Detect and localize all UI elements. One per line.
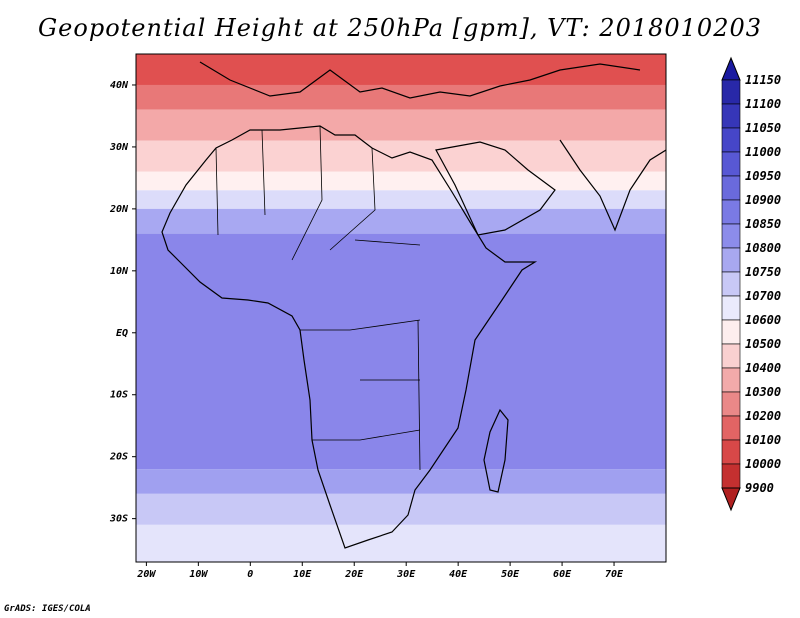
- field-band-5: [136, 190, 666, 209]
- field-band-0: [136, 54, 666, 85]
- madagascar-coastline: [483, 408, 509, 493]
- colorbar-swatch-3: [721, 151, 741, 177]
- colorbar-label-3: 11000: [745, 145, 781, 159]
- colorbar-label-15: 10100: [745, 433, 781, 447]
- field-band-3: [136, 140, 666, 172]
- colorbar-label-9: 10700: [745, 289, 781, 303]
- colorbar-swatch-11: [721, 343, 741, 369]
- colorbar-label-1: 11100: [745, 97, 781, 111]
- colorbar-swatch-9: [721, 295, 741, 321]
- colorbar-swatch-5: [721, 199, 741, 225]
- colorbar-label-6: 10850: [745, 217, 781, 231]
- europe-coastline: [199, 61, 641, 99]
- colorbar-swatch-14: [721, 415, 741, 441]
- colorbar-label-17: 9900: [745, 481, 774, 495]
- country-borders: [215, 125, 421, 471]
- y-tick-label-4: EQ: [116, 328, 128, 339]
- x-tick-label-0: 20W: [136, 569, 156, 580]
- colorbar-label-2: 11050: [745, 121, 781, 135]
- colorbar-swatch-7: [721, 247, 741, 273]
- colorbar-swatch-8: [721, 271, 741, 297]
- y-tick-label-3: 10N: [110, 266, 129, 277]
- africa-coastline: [161, 125, 538, 549]
- x-tick-label-2: 0: [247, 569, 253, 580]
- x-axis: 20W 10W 0 10E 20E 30E 40E 50E 60E 70E: [136, 562, 624, 580]
- colorbar-swatch-12: [721, 367, 741, 393]
- geopotential-field: [136, 54, 666, 562]
- y-tick-label-5: 10S: [110, 390, 128, 401]
- colorbar-swatch-4: [721, 175, 741, 201]
- x-tick-label-1: 10W: [189, 569, 208, 580]
- field-band-1: [136, 84, 666, 110]
- colorbar-swatch-1: [721, 103, 741, 129]
- x-tick-label-8: 60E: [553, 569, 572, 580]
- field-band-7: [136, 233, 666, 470]
- colorbar-label-13: 10300: [745, 385, 781, 399]
- field-band-2: [136, 109, 666, 141]
- colorbar-bottom-arrow: [721, 487, 741, 512]
- coastlines: [161, 61, 666, 549]
- y-tick-label-7: 30S: [109, 514, 128, 525]
- x-tick-label-9: 70E: [605, 569, 624, 580]
- x-tick-label-4: 20E: [344, 569, 364, 580]
- colorbar-swatch-10: [721, 319, 741, 345]
- colorbar-label-14: 10200: [745, 409, 781, 423]
- colorbar-label-7: 10800: [745, 241, 781, 255]
- x-tick-label-3: 10E: [293, 569, 312, 580]
- colorbar-label-10: 10600: [745, 313, 781, 327]
- field-band-10: [136, 524, 666, 562]
- y-tick-label-0: 40N: [110, 80, 129, 91]
- colorbar-label-8: 10750: [745, 265, 781, 279]
- colorbar-swatch-6: [721, 223, 741, 249]
- colorbar-swatch-0: [721, 79, 741, 105]
- plot-frame: [135, 53, 667, 563]
- colorbar-swatch-2: [721, 127, 741, 153]
- india-coastline: [559, 139, 666, 232]
- colorbar-top-arrow: [721, 56, 741, 81]
- colorbar-label-4: 10950: [745, 169, 781, 183]
- colorbar-label-0: 11150: [745, 73, 781, 87]
- x-tick-label-5: 30E: [396, 569, 416, 580]
- colorbar-swatch-16: [721, 463, 741, 489]
- y-tick-label-1: 30N: [109, 142, 129, 153]
- colorbar-label-5: 10900: [745, 193, 781, 207]
- colorbar-swatch-13: [721, 391, 741, 417]
- field-band-9: [136, 493, 666, 525]
- colorbar: 11150 11100 11050 11000 10950 10900 10850 10800…: [721, 56, 781, 512]
- colorbar-label-11: 10500: [745, 337, 781, 351]
- y-axis: 40N 30N 20N 10N EQ 10S 20S 30S: [109, 80, 136, 525]
- arabia-coastline: [435, 141, 556, 236]
- x-tick-label-6: 40E: [449, 569, 468, 580]
- colorbar-label-12: 10400: [745, 361, 781, 375]
- colorbar-label-16: 10000: [745, 457, 781, 471]
- x-tick-label-7: 50E: [501, 569, 520, 580]
- chart-title: Geopotential Height at 250hPa [gpm], VT:…: [38, 14, 762, 42]
- y-tick-label-2: 20N: [109, 204, 129, 215]
- y-tick-label-6: 20S: [109, 452, 128, 463]
- grads-credit: GrADS: IGES/COLA: [4, 604, 91, 614]
- colorbar-swatch-15: [721, 439, 741, 465]
- field-band-8: [136, 469, 666, 494]
- field-band-6: [136, 208, 666, 234]
- field-band-4: [136, 171, 666, 191]
